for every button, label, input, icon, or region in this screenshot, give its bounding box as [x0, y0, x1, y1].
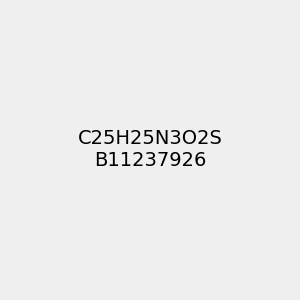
Text: C25H25N3O2S
B11237926: C25H25N3O2S B11237926	[78, 130, 222, 170]
